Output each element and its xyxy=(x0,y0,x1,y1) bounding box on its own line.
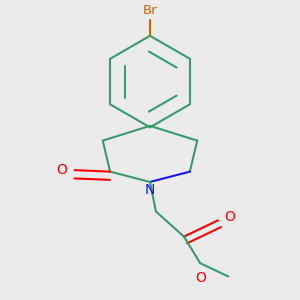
Text: N: N xyxy=(145,183,155,197)
Text: Br: Br xyxy=(143,4,157,17)
Text: O: O xyxy=(56,163,67,177)
Text: O: O xyxy=(195,271,206,285)
Text: O: O xyxy=(224,210,235,224)
